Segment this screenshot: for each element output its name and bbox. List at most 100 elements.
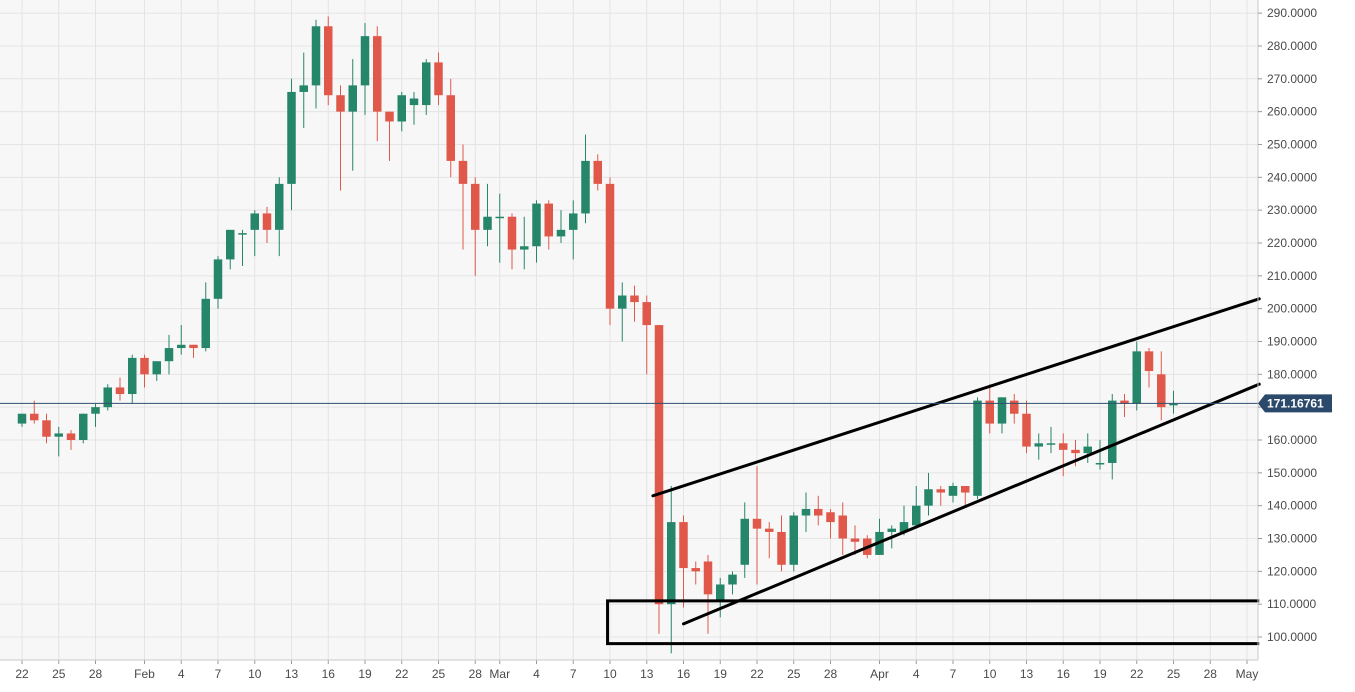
candle-body bbox=[275, 183, 284, 230]
candle-body bbox=[777, 531, 786, 565]
lower-trend-line bbox=[682, 382, 1261, 626]
candle bbox=[299, 52, 308, 129]
candle-body bbox=[495, 216, 504, 219]
candle bbox=[850, 525, 860, 555]
candle bbox=[691, 561, 700, 585]
candle bbox=[520, 216, 529, 270]
candle-body bbox=[140, 357, 149, 375]
candle bbox=[348, 59, 357, 171]
x-tick-label: 28 bbox=[1204, 667, 1218, 681]
candle bbox=[899, 505, 909, 536]
candle-body bbox=[213, 259, 223, 299]
candle-body bbox=[299, 85, 308, 92]
candle-body bbox=[226, 229, 235, 260]
y-tick-label: 160.0000 bbox=[1267, 433, 1317, 447]
candle-body bbox=[128, 357, 137, 395]
candle-body bbox=[42, 420, 51, 437]
candle-body bbox=[422, 62, 431, 106]
y-tick-label: 290.0000 bbox=[1267, 6, 1317, 20]
candle-body bbox=[912, 505, 921, 526]
x-tick-label: 28 bbox=[824, 667, 838, 681]
candle-body bbox=[740, 518, 749, 565]
x-tick-label: 25 bbox=[52, 667, 66, 681]
candle-body bbox=[17, 413, 27, 424]
candle-body bbox=[287, 91, 296, 184]
candle-body bbox=[115, 387, 125, 395]
candle-body bbox=[973, 400, 982, 496]
upper-trend-line bbox=[651, 297, 1261, 498]
candle-body bbox=[814, 508, 823, 516]
candle-body bbox=[1046, 443, 1056, 445]
candle-body bbox=[1034, 443, 1043, 447]
candle-body bbox=[1059, 443, 1068, 450]
candle bbox=[397, 91, 406, 132]
x-tick-label: 25 bbox=[432, 667, 446, 681]
candle-body bbox=[373, 36, 382, 112]
candle-body bbox=[201, 298, 210, 349]
candle bbox=[213, 256, 223, 309]
candle-body bbox=[520, 246, 529, 250]
candle-body bbox=[471, 183, 480, 230]
candle-body bbox=[1108, 400, 1117, 463]
x-tick-label: 16 bbox=[322, 667, 336, 681]
candle bbox=[581, 134, 590, 224]
candle-body bbox=[1071, 449, 1080, 454]
x-tick-label: 13 bbox=[640, 667, 654, 681]
candle bbox=[471, 177, 480, 276]
candle-body bbox=[1083, 446, 1092, 454]
candle bbox=[189, 344, 198, 358]
candle bbox=[385, 111, 394, 161]
x-tick-label: Feb bbox=[134, 667, 155, 681]
candle-body bbox=[238, 233, 247, 235]
candle bbox=[936, 485, 945, 506]
x-tick-label: 25 bbox=[787, 667, 801, 681]
support-zone-box bbox=[606, 599, 1260, 646]
x-axis: 22 25 28 Feb 4 7 10 13 16 19 22 25 28 Mar 4 7 10 13 16 19 22… bbox=[0, 659, 1258, 681]
candle bbox=[409, 91, 419, 125]
plot-background bbox=[0, 0, 1258, 660]
candle bbox=[201, 282, 210, 352]
x-tick-label: 10 bbox=[603, 667, 617, 681]
candle-body bbox=[1010, 400, 1019, 414]
y-tick-label: 240.0000 bbox=[1267, 170, 1317, 184]
candle bbox=[17, 413, 27, 427]
candle bbox=[1034, 433, 1043, 460]
y-tick-label: 140.0000 bbox=[1267, 499, 1317, 513]
candle-body bbox=[434, 62, 443, 96]
candle bbox=[1010, 394, 1019, 424]
candle-body bbox=[1157, 374, 1166, 408]
candle-body bbox=[850, 538, 860, 542]
candle-body bbox=[79, 413, 88, 440]
x-tick-label: 22 bbox=[15, 667, 29, 681]
candle bbox=[140, 354, 149, 388]
candle-body bbox=[311, 26, 321, 86]
candle-body bbox=[544, 203, 553, 237]
x-tick-label: 7 bbox=[950, 667, 957, 681]
candle-body bbox=[642, 302, 651, 326]
candle bbox=[618, 282, 627, 342]
y-tick-label: 250.0000 bbox=[1267, 137, 1317, 151]
x-tick-label: 7 bbox=[215, 667, 222, 681]
candle-body bbox=[54, 433, 63, 437]
candle bbox=[115, 377, 125, 401]
candle bbox=[238, 229, 247, 266]
candle-body bbox=[360, 36, 370, 86]
y-tick-label: 220.0000 bbox=[1267, 236, 1317, 250]
x-tick-label: 19 bbox=[1093, 667, 1107, 681]
y-tick-label: 210.0000 bbox=[1267, 269, 1317, 283]
candle-body bbox=[691, 568, 700, 572]
x-tick-label: 4 bbox=[178, 667, 185, 681]
x-tick-label: 10 bbox=[983, 667, 997, 681]
candle bbox=[1144, 348, 1154, 388]
candle-body bbox=[630, 295, 639, 303]
candle-body bbox=[765, 528, 774, 532]
candle bbox=[667, 485, 676, 654]
candle bbox=[495, 193, 504, 263]
x-tick-label: 25 bbox=[1167, 667, 1181, 681]
candle-body bbox=[458, 160, 468, 184]
candle-body bbox=[801, 508, 811, 516]
candle bbox=[801, 492, 811, 532]
x-tick-label: 28 bbox=[469, 667, 483, 681]
candle-body bbox=[262, 213, 272, 230]
candle-body bbox=[250, 213, 259, 230]
